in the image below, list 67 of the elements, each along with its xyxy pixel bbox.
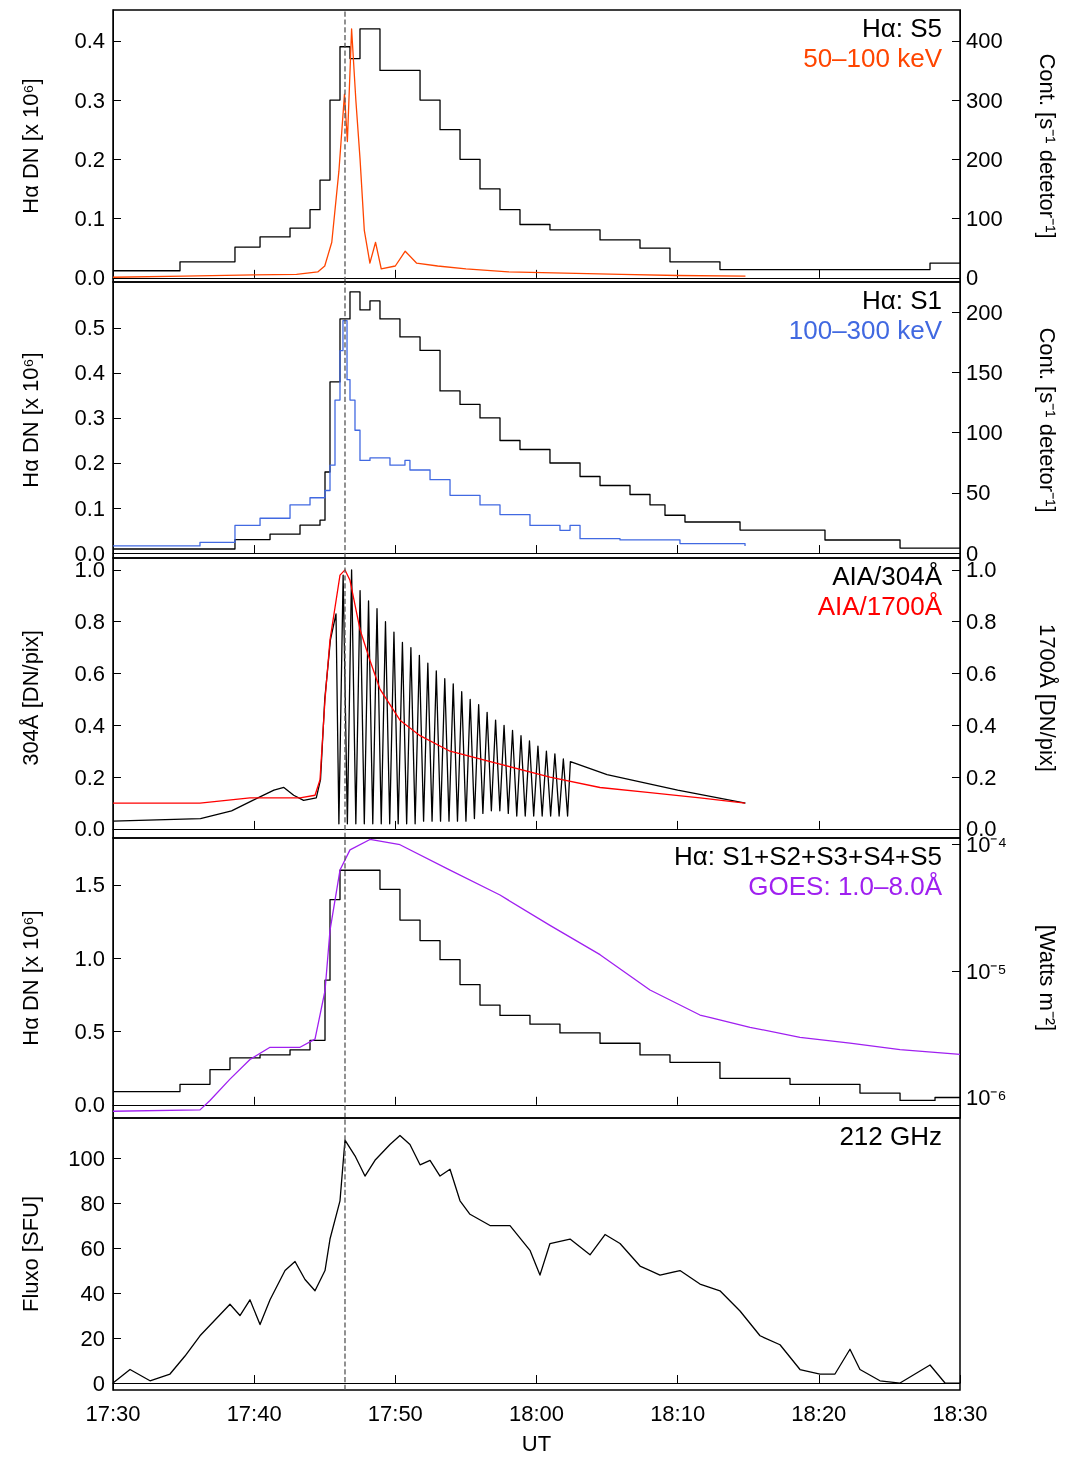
y-tick-label: 0.8 [74,609,105,635]
y-axis-title: 304Å [DN/pix] [17,630,43,766]
y-axis-title: Fluxo [SFU] [17,1195,43,1313]
y2-tick-label: 0.8 [966,609,997,635]
y-tick-label: 0.1 [74,495,105,521]
x-tick-label: 18:10 [650,1400,706,1426]
y-axis-title: Hα DN [x 10⁶] [17,78,43,214]
y-tick-label: 0.4 [74,360,105,386]
y2-tick-label: 10⁻⁶ [966,1085,1007,1111]
text: AIA/304Å [832,561,943,591]
line-series [112,28,747,278]
text: Hα: S1+S2+S3+S4+S5 [674,841,942,871]
text: 50–100 keV [803,43,943,73]
y-tick-label: 80 [80,1190,105,1216]
text: 212 GHz [839,1121,942,1151]
x-tick-label: 17:30 [85,1400,141,1426]
y-axis-title: Hα DN [x 10⁶] [17,352,43,488]
y-tick-label: 0.5 [74,1019,105,1045]
y2-tick-label: 50 [966,480,991,506]
y-tick-label: 0.4 [74,712,105,738]
y2-axis-title: 1700Å [DN/pix] [1034,624,1060,772]
y2-tick-label: 0.2 [966,764,997,790]
y-tick-label: 0.2 [74,146,105,172]
y-tick-label: 40 [80,1280,105,1306]
y-tick-label: 1.5 [74,872,105,898]
y-tick-label: 0.3 [74,87,105,113]
y-tick-label: 0.0 [74,265,105,291]
y2-tick-label: 300 [966,87,1003,113]
x-tick-label: 18:30 [932,1400,988,1426]
y-tick-label: 0.1 [74,206,105,232]
text: 100–300 keV [788,315,943,345]
y2-tick-label: 200 [966,146,1003,172]
y-tick-label: 0.6 [74,661,105,687]
y2-tick-label: 150 [966,359,1003,385]
text: AIA/1700Å [817,591,943,621]
y2-tick-label: 200 [966,299,1003,325]
y-tick-label: 20 [80,1325,105,1351]
y-tick-label: 0 [92,1370,105,1396]
y2-axis-title: Cont. [s⁻¹ detetor⁻¹] [1034,53,1060,239]
y-tick-label: 0.4 [74,28,105,54]
y-tick-label: 0.0 [74,816,105,842]
text: Hα: S5 [861,13,942,43]
y-tick-label: 0.2 [74,450,105,476]
y-tick-label: 0.3 [74,405,105,431]
y2-tick-label: 0 [966,265,979,291]
y-tick-label: 100 [68,1145,105,1171]
x-tick-label: 18:20 [791,1400,847,1426]
y2-tick-label: 0.6 [966,661,997,687]
x-tick-label: 17:50 [367,1400,423,1426]
y2-tick-label: 0.4 [966,712,997,738]
text: Hα: S1 [861,285,942,315]
y2-tick-label: 100 [966,420,1003,446]
y-axis-title: Hα DN [x 10⁶] [17,910,43,1046]
x-tick-label: 18:00 [508,1400,565,1426]
y2-tick-label: 10⁻⁵ [966,958,1007,984]
y2-axis-title: [Watts m⁻²] [1034,924,1060,1032]
text: GOES: 1.0–8.0Å [748,871,943,901]
y-tick-label: 0.5 [74,315,105,341]
x-tick-label: 17:40 [226,1400,282,1426]
y-tick-label: 0.2 [74,764,105,790]
y2-axis-title: Cont. [s⁻¹ detetor⁻¹] [1034,327,1060,513]
y2-tick-label: 100 [966,206,1003,232]
y-tick-label: 0.0 [74,1092,105,1118]
y-tick-label: 1.0 [74,945,105,971]
y-tick-label: 60 [80,1235,105,1261]
y2-tick-label: 400 [966,28,1003,54]
x-axis-title: UT [521,1430,552,1456]
